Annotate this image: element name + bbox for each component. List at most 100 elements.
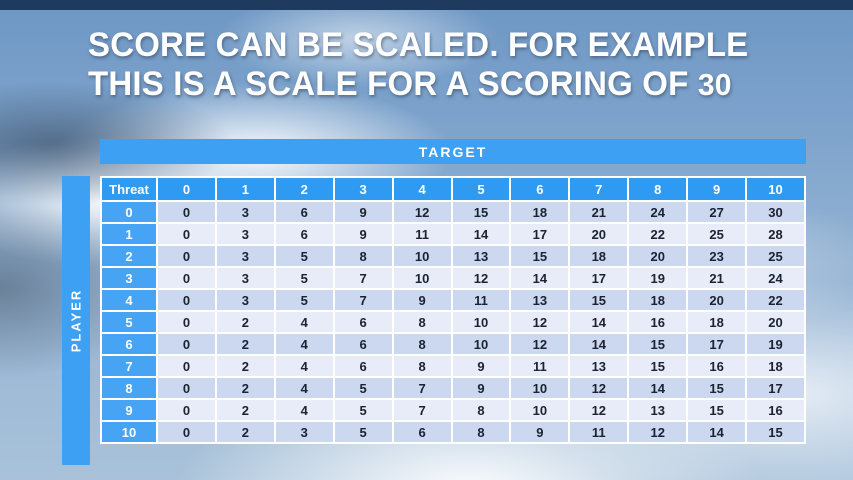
table-cell: 13: [509, 288, 571, 312]
table-cell: 0: [156, 420, 217, 444]
table-row: 6 0 2 4 6 8 10 12 14 15 17 19: [100, 332, 806, 356]
table-cell: 10: [509, 398, 571, 422]
table-cell: 0: [156, 310, 217, 334]
table-cell: 17: [568, 266, 630, 290]
table-cell: 15: [627, 332, 689, 356]
table-cell: 15: [686, 398, 748, 422]
table-cell: 14: [627, 376, 689, 400]
table-cell: 0: [156, 266, 217, 290]
row-header: 0: [100, 200, 158, 224]
target-header-label: TARGET: [418, 143, 488, 160]
table-cell: 17: [745, 376, 806, 400]
col-header: 2: [273, 176, 335, 202]
table-cell: 18: [686, 310, 748, 334]
table-cell: 5: [332, 376, 394, 400]
table-row: 3 0 3 5 7 10 12 14 17 19 21 24: [100, 266, 806, 290]
table-cell: 3: [214, 288, 276, 312]
table-cell: 10: [391, 266, 453, 290]
target-header: TARGET: [100, 139, 806, 164]
table-cell: 3: [214, 266, 276, 290]
table-cell: 5: [332, 398, 394, 422]
player-header-label: PLAYER: [68, 288, 84, 353]
table-cell: 19: [745, 332, 806, 356]
table-cell: 10: [509, 376, 571, 400]
table-cell: 15: [450, 200, 512, 224]
table-cell: 11: [568, 420, 630, 444]
table-cell: 5: [273, 288, 335, 312]
table-cell: 13: [450, 244, 512, 268]
table-cell: 20: [568, 222, 630, 246]
table-cell: 20: [627, 244, 689, 268]
col-header: 5: [450, 176, 512, 202]
table-cell: 9: [509, 420, 571, 444]
table-row: 2 0 3 5 8 10 13 15 18 20 23 25: [100, 244, 806, 268]
table-cell: 4: [273, 376, 335, 400]
col-header: 8: [627, 176, 689, 202]
table-cell: 11: [509, 354, 571, 378]
table-cell: 2: [214, 420, 276, 444]
table-cell: 17: [686, 332, 748, 356]
col-header: 3: [332, 176, 394, 202]
table-cell: 7: [332, 288, 394, 312]
table-cell: 9: [332, 200, 394, 224]
col-header: 7: [568, 176, 630, 202]
table-cell: 23: [686, 244, 748, 268]
table-cell: 10: [450, 332, 512, 356]
table-cell: 12: [391, 200, 453, 224]
table-cell: 0: [156, 200, 217, 224]
table-cell: 12: [509, 332, 571, 356]
table-row: 1 0 3 6 9 11 14 17 20 22 25 28: [100, 222, 806, 246]
table-cell: 3: [273, 420, 335, 444]
table-cell: 12: [509, 310, 571, 334]
table-cell: 15: [627, 354, 689, 378]
row-header: 10: [100, 420, 158, 444]
table-cell: 14: [568, 332, 630, 356]
row-header: 4: [100, 288, 158, 312]
table-cell: 5: [332, 420, 394, 444]
table-cell: 20: [745, 310, 806, 334]
table-cell: 24: [627, 200, 689, 224]
table-cell: 14: [509, 266, 571, 290]
row-header: 8: [100, 376, 158, 400]
table-cell: 22: [745, 288, 806, 312]
table-cell: 28: [745, 222, 806, 246]
table-cell: 15: [686, 376, 748, 400]
table-cell: 6: [273, 200, 335, 224]
table-cell: 0: [156, 332, 217, 356]
table-cell: 0: [156, 398, 217, 422]
table-cell: 15: [509, 244, 571, 268]
col-header: 0: [156, 176, 217, 202]
table-cell: 2: [214, 310, 276, 334]
table-cell: 0: [156, 244, 217, 268]
table-cell: 8: [332, 244, 394, 268]
table-cell: 4: [273, 398, 335, 422]
table-header-row: Threat 0 1 2 3 4 5 6 7 8 9 10: [100, 176, 806, 202]
table-cell: 7: [332, 266, 394, 290]
table-cell: 14: [568, 310, 630, 334]
table-cell: 4: [273, 332, 335, 356]
table-row: 8 0 2 4 5 7 9 10 12 14 15 17: [100, 376, 806, 400]
table-cell: 2: [214, 332, 276, 356]
slide-title-score-number: 30: [697, 67, 732, 102]
table-cell: 17: [509, 222, 571, 246]
table-cell: 6: [332, 310, 394, 334]
table-cell: 0: [156, 354, 217, 378]
table-cell: 5: [273, 266, 335, 290]
table-cell: 30: [745, 200, 806, 224]
table-cell: 11: [450, 288, 512, 312]
table-cell: 9: [332, 222, 394, 246]
table-cell: 7: [391, 398, 453, 422]
slide-title-line1: SCORE CAN BE SCALED. FOR EXAMPLE: [88, 26, 749, 64]
table-cell: 11: [391, 222, 453, 246]
row-header: 6: [100, 332, 158, 356]
table-cell: 9: [391, 288, 453, 312]
player-header: PLAYER: [62, 176, 90, 465]
table-cell: 20: [686, 288, 748, 312]
table-cell: 18: [745, 354, 806, 378]
table-cell: 5: [273, 244, 335, 268]
table-cell: 24: [745, 266, 806, 290]
table-cell: 6: [332, 332, 394, 356]
table-row: 5 0 2 4 6 8 10 12 14 16 18 20: [100, 310, 806, 334]
table-cell: 16: [745, 398, 806, 422]
